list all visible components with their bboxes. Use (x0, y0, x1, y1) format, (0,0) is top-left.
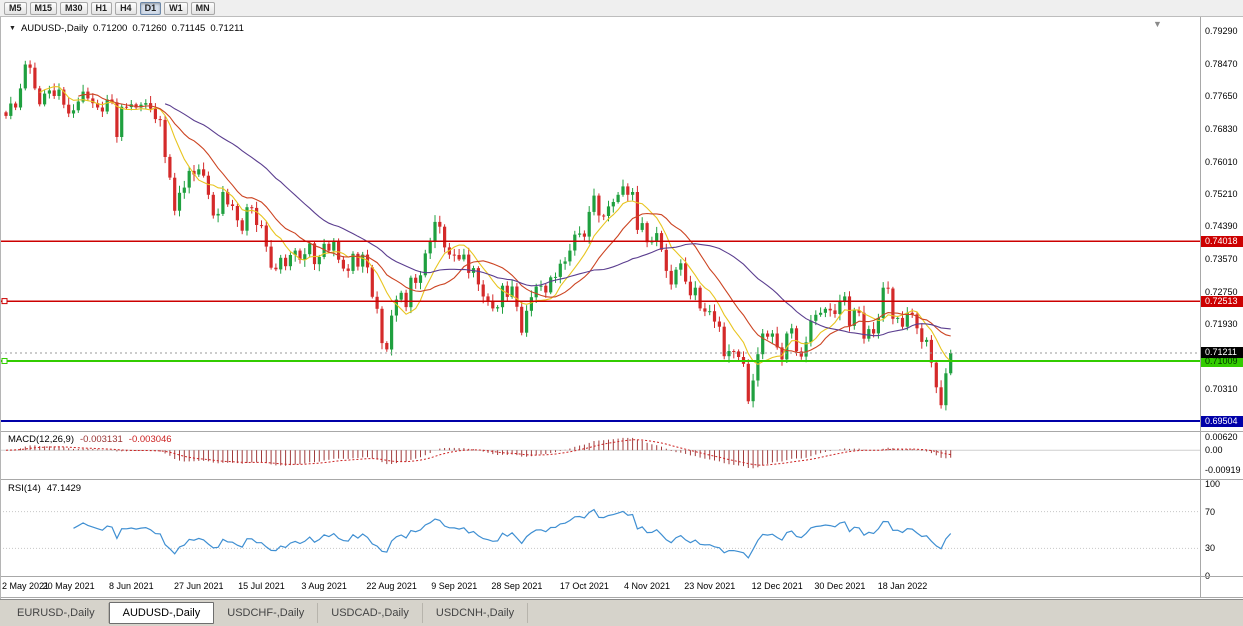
date-axis-label: 3 Aug 2021 (301, 581, 347, 591)
chart-scroll-arrow-icon[interactable]: ▼ (1153, 19, 1162, 29)
date-axis-label: 2 May 2021 (2, 581, 50, 591)
level-drag-handle[interactable] (1, 298, 8, 305)
timeframe-button-m5[interactable]: M5 (4, 1, 27, 15)
rsi-axis-tick: 30 (1205, 543, 1216, 554)
ma-line-8 (39, 86, 952, 366)
candlesticks (4, 60, 953, 411)
macd-indicator-name: MACD(12,26,9) (8, 434, 74, 445)
symbol-dropdown-icon[interactable]: ▼ (9, 25, 16, 32)
price-axis-tick: 0.70310 (1205, 383, 1238, 394)
price-axis-tick: 0.76010 (1205, 156, 1238, 167)
price-axis-tick: 0.72750 (1205, 286, 1238, 297)
date-axis-label: 27 Jun 2021 (174, 581, 224, 591)
symbol-ohlc-header: ▼ AUDUSD-,Daily 0.71200 0.71260 0.71145 … (9, 23, 244, 34)
macd-label: MACD(12,26,9) -0.003131 -0.003046 (8, 434, 172, 445)
price-chart[interactable] (0, 16, 1200, 432)
rsi-label: RSI(14) 47.1429 (8, 483, 81, 494)
date-axis-label: 4 Nov 2021 (624, 581, 671, 591)
price-axis-tick: 0.71930 (1205, 319, 1238, 330)
price-axis-tick: 0.73570 (1205, 253, 1238, 264)
date-axis-label: 22 Aug 2021 (366, 581, 417, 591)
price-axis-tick: 0.75210 (1205, 188, 1238, 199)
timeframe-button-w1[interactable]: W1 (164, 1, 188, 15)
date-axis-label: 8 Jun 2021 (109, 581, 154, 591)
price-axis-tick: 0.74390 (1205, 221, 1238, 232)
timeframe-button-h4[interactable]: H4 (115, 1, 137, 15)
price-axis-tick: 0.77650 (1205, 91, 1238, 102)
macd-histogram (10, 437, 952, 469)
tab-usdcad[interactable]: USDCAD-,Daily (318, 603, 423, 623)
timeframe-button-m30[interactable]: M30 (60, 1, 88, 15)
panel-separator (0, 597, 1243, 598)
timeframe-button-d1[interactable]: D1 (139, 1, 162, 15)
macd-axis-tick: 0.00620 (1205, 431, 1238, 442)
date-axis-label: 17 Oct 2021 (559, 581, 609, 591)
price-axis-tick: 0.76830 (1205, 124, 1238, 135)
open-value: 0.71200 (92, 23, 128, 34)
macd-signal-line (5, 439, 951, 466)
timeframe-button-h1[interactable]: H1 (90, 1, 113, 15)
level-drag-handle[interactable] (1, 358, 8, 364)
macd-main-value: -0.003131 (80, 434, 123, 445)
current-price-tag: 0.71211 (1201, 347, 1243, 359)
price-level-tag: 0.74018 (1201, 235, 1243, 247)
high-value: 0.71260 (132, 23, 167, 34)
rsi-axis-tick: 70 (1205, 506, 1216, 517)
date-axis-label: 9 Sep 2021 (431, 581, 478, 591)
date-axis-label: 28 Sep 2021 (491, 581, 543, 591)
price-axis-tick: 0.79290 (1205, 26, 1238, 36)
date-axis-label: 20 May 2021 (42, 581, 95, 591)
chart-tab-bar: EURUSD-,Daily AUDUSD-,Daily USDCHF-,Daily U… (0, 599, 1243, 626)
ma-line-34 (164, 103, 951, 337)
date-axis-label: 23 Nov 2021 (684, 581, 736, 591)
tab-usdchf[interactable]: USDCHF-,Daily (214, 603, 319, 623)
macd-axis-tick: 0.00 (1205, 445, 1223, 456)
chart-left-border (0, 16, 1, 599)
price-axis-separator (1200, 16, 1201, 598)
panel-separator (0, 479, 1243, 480)
tab-usdcnh[interactable]: USDCNH-,Daily (423, 603, 529, 623)
date-axis-label: 18 Jan 2022 (877, 581, 928, 591)
symbol-name: AUDUSD-,Daily (20, 23, 88, 34)
ma-line-16 (78, 93, 951, 354)
price-level-tag: 0.71009 (1201, 355, 1243, 367)
date-axis-label: 15 Jul 2021 (238, 581, 285, 591)
low-value: 0.71145 (171, 23, 206, 34)
tab-audusd[interactable]: AUDUSD-,Daily (108, 602, 215, 624)
rsi-axis-tick: 100 (1205, 479, 1221, 489)
timeframe-toolbar: M5 M15 M30 H1 H4 D1 W1 MN (0, 0, 1243, 17)
tab-eurusd[interactable]: EURUSD-,Daily (4, 603, 109, 623)
rsi-chart[interactable] (0, 480, 1200, 576)
macd-axis-tick: -0.00919 (1205, 464, 1241, 475)
timeframe-button-mn[interactable]: MN (190, 1, 215, 15)
date-axis-label: 30 Dec 2021 (814, 581, 866, 591)
close-value: 0.71211 (210, 23, 244, 34)
price-level-tag: 0.69504 (1201, 415, 1243, 427)
price-axis-tick: 0.78470 (1205, 58, 1238, 69)
panel-separator (0, 576, 1243, 577)
macd-chart[interactable] (0, 432, 1200, 479)
rsi-indicator-name: RSI(14) (8, 483, 41, 494)
rsi-value: 47.1429 (46, 483, 82, 494)
date-axis-label: 12 Dec 2021 (751, 581, 803, 591)
price-level-tag: 0.72513 (1201, 295, 1243, 307)
panel-separator (0, 431, 1243, 432)
timeframe-button-m15[interactable]: M15 (29, 1, 58, 15)
macd-signal-value: -0.003046 (128, 434, 172, 445)
rsi-line (73, 508, 952, 559)
